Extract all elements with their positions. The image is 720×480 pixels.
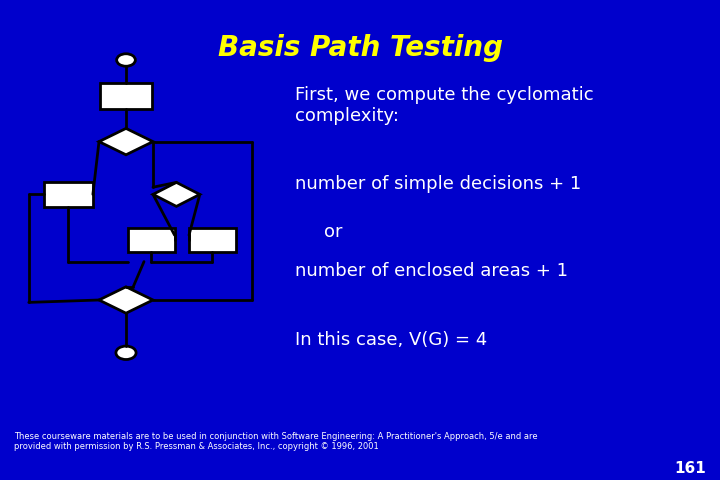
Text: or: or (324, 223, 343, 241)
Text: 161: 161 (674, 461, 706, 476)
Polygon shape (99, 287, 153, 313)
Circle shape (116, 346, 136, 360)
Bar (100, 83, 152, 109)
Text: In this case, V(G) = 4: In this case, V(G) = 4 (295, 331, 487, 349)
Text: Basis Path Testing: Basis Path Testing (217, 34, 503, 61)
Text: number of enclosed areas + 1: number of enclosed areas + 1 (295, 262, 568, 279)
Polygon shape (99, 129, 153, 155)
Bar (189, 228, 236, 252)
Polygon shape (153, 182, 199, 206)
Text: number of simple decisions + 1: number of simple decisions + 1 (295, 175, 582, 193)
Circle shape (117, 54, 135, 66)
Text: These courseware materials are to be used in conjunction with Software Engineeri: These courseware materials are to be use… (14, 432, 538, 451)
Bar (44, 182, 93, 207)
Bar (128, 228, 174, 252)
Text: First, we compute the cyclomatic
complexity:: First, we compute the cyclomatic complex… (295, 86, 594, 125)
